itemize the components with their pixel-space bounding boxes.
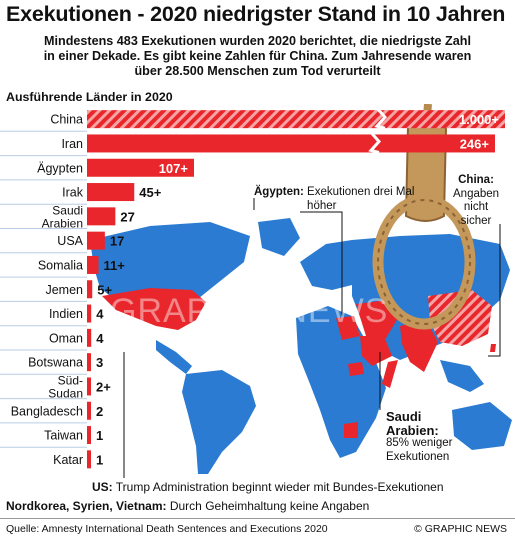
category-label: USA — [57, 234, 83, 248]
category-label: Somalia — [38, 258, 83, 272]
map-europe — [300, 240, 366, 290]
map-south-america — [182, 370, 256, 474]
world-map — [90, 218, 512, 474]
callout-saudi-label: Arabien: — [386, 422, 439, 438]
subtitle: Mindestens 483 Exekutionen wurden 2020 b… — [0, 34, 515, 80]
watermark: GRAPHIC NEWS — [110, 292, 389, 330]
map-somalia — [382, 360, 398, 388]
bar — [87, 280, 93, 299]
callout-saudi-line: 85% weniger — [386, 437, 453, 449]
footnote-secrecy-text: Durch Geheimhaltung keine Angaben — [169, 499, 370, 513]
credit: © GRAPHIC NEWS — [414, 523, 507, 535]
category-label: Bangladesch — [11, 404, 83, 418]
callout-saudi-label: Saudi — [386, 409, 422, 424]
data-label: 4 — [96, 307, 104, 322]
data-label: 27 — [120, 209, 134, 224]
callout-saudi-line: Exekutionen — [386, 450, 450, 463]
data-label: 5+ — [97, 282, 112, 297]
bar — [87, 426, 91, 445]
data-label: 45+ — [139, 185, 161, 200]
egypt-pointer — [253, 198, 343, 316]
bar — [87, 377, 91, 396]
map-saudi-arabia — [360, 336, 392, 366]
bar-chart-and-map: China 1.000+Iran 246+Ägypten 107+Irak 45+Sau… — [0, 104, 512, 478]
page-title: Exekutionen - 2020 niedrigster Stand in … — [6, 2, 506, 26]
category-label: Irak — [62, 186, 84, 200]
data-label: 1.000+ — [459, 112, 500, 127]
callout-china-line: Angaben — [453, 187, 500, 200]
category-label: Saudi Arabien — [42, 203, 83, 230]
subtitle-line: in einer Dekade. Es gibt keine Zahlen fü… — [43, 49, 472, 64]
bar — [87, 401, 91, 420]
footnote-us: US: Trump Administration beginnt wieder … — [92, 480, 444, 494]
footer-divider — [0, 518, 515, 519]
category-label: Ägypten — [37, 161, 83, 175]
data-label: 11+ — [104, 258, 126, 273]
bar — [87, 110, 505, 129]
callout-china-label: China: — [458, 174, 494, 186]
data-label: 17 — [110, 234, 124, 249]
source-note: Quelle: Amnesty International Death Sent… — [6, 523, 328, 535]
callout-china: China: Angaben nicht sicher — [453, 174, 499, 228]
map-central-america — [156, 340, 192, 374]
map-china — [428, 290, 492, 346]
map-australia — [452, 402, 512, 450]
data-label: 107+ — [159, 161, 189, 176]
data-label: 4 — [96, 331, 104, 346]
noose-loop-shade — [377, 199, 471, 325]
map-usa — [102, 288, 206, 330]
category-label: Süd-Sudan — [48, 373, 83, 400]
callout-saudi: Saudi Arabien: 85% weniger Exekutionen — [386, 410, 452, 464]
callout-china-line: sicher — [460, 214, 492, 227]
footnote-us-text: Trump Administration beginnt wieder mit … — [115, 480, 444, 494]
china-pointer — [488, 224, 501, 357]
callout-pointers — [123, 198, 501, 478]
category-label: Jemen — [45, 283, 83, 297]
bar — [87, 158, 194, 177]
category-label: Oman — [49, 331, 83, 345]
map-botswana — [344, 422, 358, 438]
chart-title: Ausführende Länder in 2020 — [6, 90, 173, 104]
bar — [87, 207, 116, 226]
data-label: 1 — [96, 428, 103, 443]
map-india — [400, 320, 438, 372]
category-label: Iran — [61, 137, 83, 151]
category-label: China — [50, 113, 83, 127]
category-label: Katar — [53, 453, 83, 467]
subtitle-line: über 28.500 Menschen zum Tod verurteilt — [134, 64, 381, 79]
bar — [87, 255, 99, 274]
callout-egypt-text: Exekutionen drei Mal höher — [307, 186, 415, 212]
axis-break — [368, 131, 382, 154]
callout-china-line: nicht — [463, 201, 489, 213]
bar — [87, 450, 91, 469]
map-egypt — [336, 316, 360, 340]
data-label: 246+ — [460, 136, 490, 151]
callout-egypt: Ägypten: Exekutionen drei Mal höher — [254, 186, 427, 213]
map-southeast-asia — [440, 360, 484, 392]
map-taiwan — [490, 344, 496, 352]
callout-egypt-label: Ägypten: — [254, 186, 304, 198]
category-label: Taiwan — [44, 429, 83, 443]
axis-break — [374, 107, 388, 130]
data-label: 1 — [96, 452, 103, 467]
data-label: 2+ — [96, 379, 111, 394]
category-label: Indien — [49, 307, 83, 321]
bar — [87, 134, 495, 153]
map-greenland — [258, 218, 300, 256]
footnote-secrecy: Nordkorea, Syrien, Vietnam: Durch Geheim… — [6, 499, 369, 513]
data-label: 3 — [96, 355, 103, 370]
data-label: 2 — [96, 404, 103, 419]
bar-series: China 1.000+Iran 246+Ägypten 107+Irak 45+Sau… — [0, 107, 505, 469]
bar — [87, 328, 92, 347]
bar — [87, 353, 91, 372]
subtitle-line: Mindestens 483 Exekutionen wurden 2020 b… — [44, 34, 471, 48]
footnote-us-label: US: — [92, 480, 113, 494]
category-label: Botswana — [28, 356, 83, 370]
bar — [87, 304, 92, 323]
bar — [87, 231, 105, 250]
map-south-sudan — [348, 362, 364, 376]
bar — [87, 183, 135, 202]
footnote-secrecy-label: Nordkorea, Syrien, Vietnam: — [6, 499, 167, 513]
